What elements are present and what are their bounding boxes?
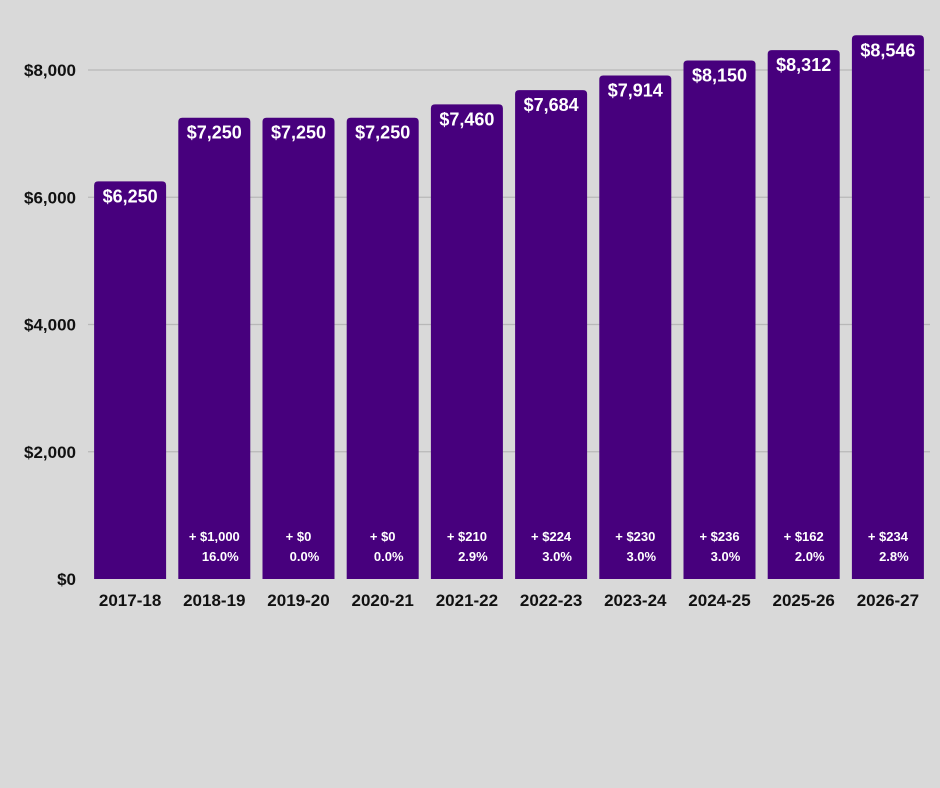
x-tick-label: 2018-19: [183, 591, 245, 610]
bar-percent-label: 3.0%: [626, 549, 656, 564]
bar: [178, 117, 251, 579]
x-tick-label: 2017-18: [99, 591, 161, 610]
bar-value-label: $7,684: [524, 95, 579, 115]
y-tick-label: $6,000: [24, 188, 76, 207]
bar-change-label: + $224: [531, 529, 572, 544]
x-tick-label: 2026-27: [857, 591, 919, 610]
bar: [262, 117, 335, 579]
bar-value-label: $7,250: [271, 123, 326, 143]
y-tick-label: $4,000: [24, 316, 76, 335]
bar-change-label: + $230: [615, 529, 655, 544]
y-tick-label: $2,000: [24, 443, 76, 462]
bar-percent-label: 2.0%: [795, 549, 825, 564]
bar-value-label: $8,546: [860, 40, 915, 60]
x-tick-label: 2021-22: [436, 591, 498, 610]
bar: [599, 75, 672, 580]
bar-percent-label: 0.0%: [290, 549, 320, 564]
bars: $6,250 $7,250 + $1,000 16.0% $7,250 + $0 0.0% $…: [94, 35, 924, 580]
bar: [851, 35, 924, 580]
bar-change-label: + $0: [286, 529, 312, 544]
bar-value-label: $6,250: [103, 186, 158, 206]
bar-change-label: + $236: [699, 529, 739, 544]
x-tick-label: 2024-25: [688, 591, 750, 610]
bar-change-label: + $162: [784, 529, 824, 544]
x-axis: 2017-18 2018-19 2019-20 2020-21 2021-22 2022-…: [99, 591, 919, 610]
bar-value-label: $7,914: [608, 80, 663, 100]
x-tick-label: 2025-26: [773, 591, 835, 610]
bar: [767, 50, 840, 580]
bar: [346, 117, 419, 579]
bar-value-label: $7,250: [187, 123, 242, 143]
bar-percent-label: 2.9%: [458, 549, 488, 564]
y-tick-label: $8,000: [24, 61, 76, 80]
bar-value-label: $8,150: [692, 65, 747, 85]
x-tick-label: 2019-20: [267, 591, 329, 610]
bar-change-label: + $234: [868, 529, 909, 544]
bar-percent-label: 16.0%: [202, 549, 239, 564]
bar-percent-label: 0.0%: [374, 549, 404, 564]
bar-value-label: $8,312: [776, 55, 831, 75]
bar: [515, 90, 588, 579]
y-axis: $0 $2,000 $4,000 $6,000 $8,000: [24, 61, 76, 589]
bar-percent-label: 3.0%: [711, 549, 741, 564]
y-tick-label: $0: [57, 570, 76, 589]
bar-value-label: $7,460: [439, 109, 494, 129]
x-tick-label: 2022-23: [520, 591, 582, 610]
x-tick-label: 2020-21: [352, 591, 414, 610]
x-tick-label: 2023-24: [604, 591, 667, 610]
bar-change-label: + $1,000: [189, 529, 240, 544]
bar-percent-label: 3.0%: [542, 549, 572, 564]
bar-percent-label: 2.8%: [879, 549, 909, 564]
bar-change-label: + $0: [370, 529, 396, 544]
bar: [94, 181, 167, 579]
bar-change-label: + $210: [447, 529, 487, 544]
bar: [683, 60, 756, 580]
bar-value-label: $7,250: [355, 123, 410, 143]
bar: [430, 104, 503, 580]
